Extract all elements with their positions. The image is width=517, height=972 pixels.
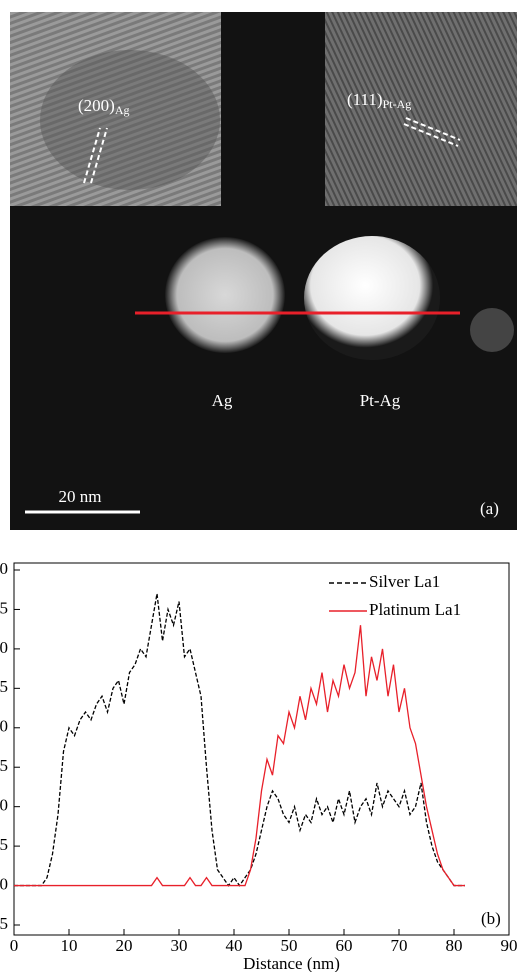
- legend-label: Silver La1: [369, 572, 440, 591]
- y-tick-label: 10: [0, 796, 8, 815]
- legend-label: Platinum La1: [369, 600, 461, 619]
- x-tick-label: 10: [61, 936, 78, 955]
- plot: 0102030405060708090-50510152025303540Dis…: [0, 559, 517, 972]
- inset-label-sub: Pt-Ag: [383, 97, 412, 111]
- y-tick-label: 20: [0, 717, 8, 736]
- scale-bar-label: 20 nm: [59, 487, 102, 506]
- particle-label: Pt-Ag: [360, 391, 401, 410]
- y-tick-label: 30: [0, 638, 8, 657]
- inset-shade: [40, 50, 220, 190]
- x-tick-label: 50: [281, 936, 298, 955]
- y-tick-label: 35: [0, 598, 8, 617]
- data-line: [14, 625, 465, 887]
- data-line: [14, 593, 465, 887]
- y-tick-label: 5: [0, 835, 8, 854]
- inset-label: (111)Pt-Ag: [347, 90, 411, 111]
- inset-right: [325, 12, 517, 206]
- x-tick-label: 30: [171, 936, 188, 955]
- y-tick-label: 15: [0, 756, 8, 775]
- particle: [470, 308, 514, 352]
- y-tick-label: 40: [0, 559, 8, 578]
- x-axis-label: Distance (nm): [243, 954, 340, 972]
- y-tick-label: 25: [0, 677, 8, 696]
- plot-frame: [13, 562, 510, 936]
- inset-label-main: (111): [347, 90, 383, 109]
- inset-label-main: (200): [78, 96, 115, 115]
- fringe-markers: [83, 117, 461, 184]
- x-tick-label: 20: [116, 936, 133, 955]
- particle-label: Ag: [212, 391, 233, 410]
- panel-label: (b): [481, 909, 501, 928]
- micrograph: (200)Ag (111)Pt-Ag Ag Pt-Ag 20 nm (a): [10, 12, 517, 530]
- y-tick-label: -5: [0, 914, 8, 933]
- x-tick-label: 90: [501, 936, 517, 955]
- particle: [165, 237, 285, 353]
- x-tick-label: 60: [336, 936, 353, 955]
- x-tick-label: 40: [226, 936, 243, 955]
- inset-left: [10, 12, 221, 206]
- particle: [304, 236, 440, 360]
- x-tick-label: 0: [10, 936, 19, 955]
- panel-label: (a): [480, 499, 499, 518]
- y-tick-label: 0: [0, 874, 8, 893]
- x-tick-label: 70: [391, 936, 408, 955]
- inset-label-sub: Ag: [115, 103, 130, 117]
- x-tick-label: 80: [446, 936, 463, 955]
- inset-label: (200)Ag: [78, 96, 130, 117]
